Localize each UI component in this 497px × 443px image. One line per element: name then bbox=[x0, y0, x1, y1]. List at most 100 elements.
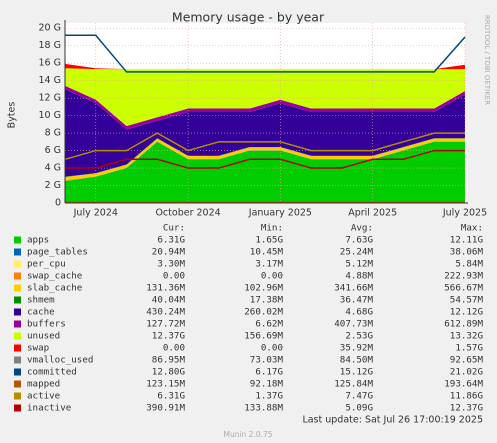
legend-stat: 6.31G bbox=[157, 235, 185, 246]
area-series bbox=[65, 89, 465, 177]
legend-stat: 0.00 bbox=[163, 271, 185, 282]
legend-stat: 11.86G bbox=[450, 391, 483, 402]
watermark: RRDTOOL / TOBI OETIKER bbox=[483, 15, 491, 105]
area-series bbox=[65, 138, 465, 181]
legend-stat: 430.24M bbox=[146, 307, 185, 318]
area-series bbox=[65, 63, 465, 70]
legend-header: Avg: bbox=[351, 223, 373, 234]
legend-swatch bbox=[14, 308, 21, 316]
y-tick-label: 14 G bbox=[39, 75, 61, 86]
area-series bbox=[65, 85, 465, 130]
legend-stat: 84.50M bbox=[340, 355, 374, 366]
legend-stat: 1.57G bbox=[455, 343, 483, 354]
legend-stat: 25.24M bbox=[340, 247, 374, 258]
legend-stat: 6.31G bbox=[157, 391, 185, 402]
legend-stat: 566.67M bbox=[444, 283, 483, 294]
legend-swatch bbox=[14, 356, 21, 364]
legend-label: shmem bbox=[27, 295, 55, 306]
legend-stat: 7.63G bbox=[345, 235, 373, 246]
legend-label: swap bbox=[27, 343, 49, 354]
legend-swatch bbox=[14, 284, 21, 292]
legend-stat: 0.00 bbox=[261, 271, 283, 282]
legend-label: buffers bbox=[27, 319, 66, 330]
y-tick-label: 0 bbox=[55, 198, 61, 209]
legend-stat: 133.88M bbox=[244, 403, 283, 414]
legend-label: slab_cache bbox=[27, 283, 82, 294]
line-series bbox=[64, 132, 465, 161]
legend-swatch bbox=[14, 320, 21, 328]
legend-stat: 156.69M bbox=[244, 331, 283, 342]
legend-label: page_tables bbox=[27, 247, 88, 258]
legend-stat: 38.06M bbox=[450, 247, 484, 258]
legend-stat: 36.47M bbox=[340, 295, 374, 306]
y-tick-label: 10 G bbox=[39, 110, 61, 121]
legend-stat: 12.37G bbox=[152, 331, 185, 342]
y-tick-label: 4 G bbox=[45, 163, 61, 174]
legend-stat: 13.32G bbox=[450, 331, 483, 342]
legend-stat: 0.00 bbox=[163, 343, 185, 354]
legend-stat: 73.03M bbox=[250, 355, 284, 366]
legend-stat: 92.65M bbox=[450, 355, 484, 366]
legend-stat: 3.17M bbox=[255, 259, 283, 270]
legend-swatch bbox=[14, 260, 21, 268]
x-tick-label: October 2024 bbox=[155, 208, 220, 219]
y-tick-label: 6 G bbox=[45, 145, 61, 156]
legend-stat: 17.38M bbox=[250, 295, 284, 306]
legend-stat: 54.57M bbox=[450, 295, 484, 306]
credit: Munin 2.0.75 bbox=[223, 430, 272, 439]
legend-stat: 6.62M bbox=[255, 319, 283, 330]
legend-swatch bbox=[14, 392, 21, 400]
legend-header: Cur: bbox=[163, 223, 185, 234]
legend-stat: 1.37G bbox=[255, 391, 283, 402]
legend-stat: 222.93M bbox=[444, 271, 483, 282]
legend-label: apps bbox=[27, 235, 49, 246]
legend-stat: 127.72M bbox=[146, 319, 185, 330]
last-update: Last update: Sat Jul 26 17:00:19 2025 bbox=[302, 415, 483, 426]
legend-stat: 10.45M bbox=[250, 247, 284, 258]
legend-stat: 40.04M bbox=[152, 295, 186, 306]
legend-stat: 193.64M bbox=[444, 379, 483, 390]
legend-header: Max: bbox=[461, 223, 483, 234]
legend-stat: 341.66M bbox=[334, 283, 373, 294]
legend-stat: 102.96M bbox=[244, 283, 283, 294]
legend-stat: 92.18M bbox=[250, 379, 284, 390]
legend-stat: 4.68G bbox=[345, 307, 373, 318]
legend-stat: 612.89M bbox=[444, 319, 483, 330]
legend-stat: 12.11G bbox=[450, 235, 483, 246]
legend-stat: 12.37G bbox=[450, 403, 483, 414]
legend-stat: 2.53G bbox=[345, 331, 373, 342]
legend-stat: 5.84M bbox=[455, 259, 483, 270]
line-series bbox=[65, 149, 465, 169]
legend-stat: 35.92M bbox=[340, 343, 374, 354]
legend-stat: 123.15M bbox=[146, 379, 185, 390]
legend-stat: 21.02G bbox=[450, 367, 483, 378]
legend-stat: 407.73M bbox=[334, 319, 373, 330]
y-tick-label: 8 G bbox=[45, 128, 61, 139]
legend-stat: 260.02M bbox=[244, 307, 283, 318]
legend-stat: 131.36M bbox=[146, 283, 185, 294]
legend-label: committed bbox=[27, 367, 77, 378]
y-tick-label: 2 G bbox=[45, 180, 61, 191]
y-tick-label: 18 G bbox=[39, 40, 61, 51]
legend-stat: 390.91M bbox=[146, 403, 185, 414]
legend-stat: 5.12M bbox=[345, 259, 373, 270]
legend-label: inactive bbox=[27, 403, 71, 414]
x-tick-label: April 2025 bbox=[348, 208, 397, 219]
legend-stat: 86.95M bbox=[152, 355, 186, 366]
line-series bbox=[65, 34, 466, 73]
y-tick-label: 12 G bbox=[39, 93, 61, 104]
legend-stat: 20.94M bbox=[152, 247, 186, 258]
y-tick-label: 16 G bbox=[39, 58, 61, 69]
x-tick-label: July 2024 bbox=[73, 208, 118, 219]
legend-swatch bbox=[14, 248, 21, 256]
legend-stat: 125.84M bbox=[334, 379, 373, 390]
legend-swatch bbox=[14, 404, 21, 412]
legend-swatch bbox=[14, 344, 21, 352]
legend-label: cache bbox=[27, 307, 55, 318]
x-tick-label: January 2025 bbox=[248, 208, 312, 219]
legend-swatch bbox=[14, 380, 21, 388]
legend-stat: 12.80G bbox=[152, 367, 185, 378]
y-tick-label: 20 G bbox=[39, 23, 61, 34]
legend-swatch bbox=[14, 272, 21, 280]
